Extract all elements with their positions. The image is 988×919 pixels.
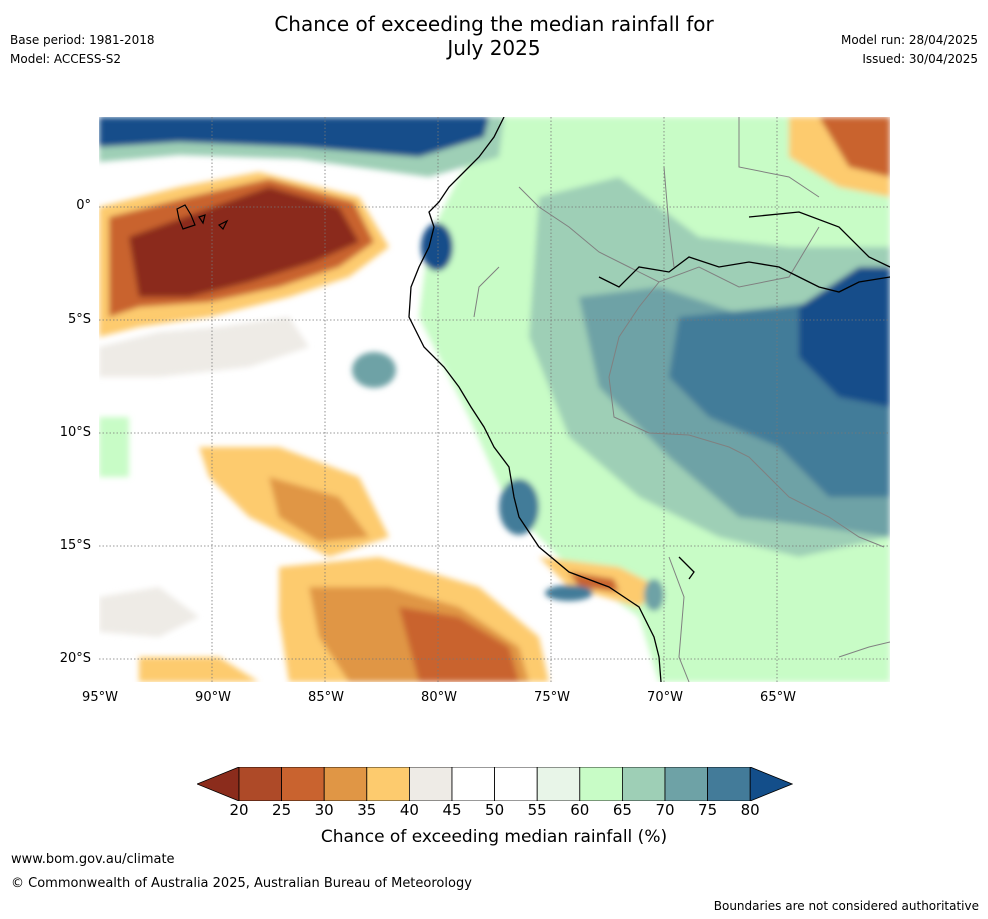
legend-tick-label: 25 — [272, 801, 292, 819]
neutral-patch-1 — [99, 317, 309, 377]
border-venezuela — [738, 117, 820, 198]
lon-label-80w: 80°W — [421, 690, 457, 705]
title-line-2: July 2025 — [447, 36, 541, 60]
amazon-north — [748, 211, 890, 268]
border-north — [518, 186, 820, 288]
galapagos-san-cristobal — [217, 219, 229, 231]
issued-date: Issued: 30/04/2025 — [862, 52, 978, 66]
border-peru-brazil-bolivia — [608, 281, 885, 548]
probability-field — [99, 117, 890, 682]
country-borders — [473, 117, 890, 682]
south-ocean-dry-2-core — [399, 607, 519, 682]
neutral-patch-2 — [99, 587, 199, 637]
lon-label-70w: 70°W — [647, 690, 683, 705]
north-ocean-blue — [99, 117, 489, 157]
lon-label-65w: 65°W — [760, 690, 796, 705]
lon-label-75w: 75°W — [534, 690, 570, 705]
footer-disclaimer: Boundaries are not considered authoritat… — [713, 899, 979, 913]
lon-label-95w: 95°W — [82, 690, 118, 705]
legend-swatch — [238, 767, 282, 801]
legend-title: Chance of exceeding median rainfall (%) — [320, 827, 668, 847]
galapagos-santa-cruz — [198, 214, 206, 225]
model-run: Model run: 28/04/2025 — [840, 33, 978, 47]
lat-label-20s: 20°S — [59, 651, 91, 666]
legend-tick-label: 50 — [485, 801, 505, 819]
lon-label-90w: 90°W — [195, 690, 231, 705]
legend-tick-label: 55 — [527, 801, 547, 819]
map-svg — [99, 117, 890, 682]
legend-swatch — [707, 767, 751, 801]
graticule — [99, 117, 890, 682]
legend-swatch — [536, 767, 581, 801]
lat-label-0: 0° — [76, 198, 91, 213]
lat-label-5s: 5°S — [67, 312, 91, 327]
rainfall-map — [99, 117, 890, 682]
legend-swatch — [664, 767, 708, 801]
equatorial-dry-core — [129, 187, 359, 297]
galapagos-islands — [176, 204, 229, 231]
footer-copyright: © Commonwealth of Australia 2025, Austra… — [11, 876, 472, 891]
legend-swatch — [281, 767, 325, 801]
northeast-dry-core — [819, 117, 890, 177]
legend-swatch — [408, 767, 453, 801]
legend-tick-label: 75 — [698, 801, 718, 819]
border-south-east — [838, 641, 890, 658]
lat-label-10s: 10°S — [59, 425, 91, 440]
coastal-wet-spot-2 — [499, 479, 539, 535]
title-line-1: Chance of exceeding the median rainfall … — [274, 12, 714, 36]
legend-swatch — [451, 767, 495, 801]
legend-tick-label: 30 — [314, 801, 334, 819]
lon-label-85w: 85°W — [308, 690, 344, 705]
border-ecuador-peru — [473, 266, 500, 318]
lat-label-15s: 15°S — [59, 538, 91, 553]
south-ocean-dry-3 — [139, 657, 259, 682]
lake-titicaca — [678, 556, 695, 580]
ocean-wet-spot — [352, 352, 396, 388]
ocean-green-patch — [99, 417, 129, 477]
pacific-coastline — [408, 117, 662, 682]
galapagos-isabela — [176, 204, 196, 230]
legend-colorbar — [197, 767, 793, 801]
legend-swatches — [197, 767, 793, 801]
legend-tick-label: 80 — [740, 801, 760, 819]
legend-swatch — [366, 767, 410, 801]
south-ocean-dry-1-inner — [269, 477, 369, 542]
coastline — [408, 117, 890, 682]
amazon-river — [598, 256, 890, 293]
legend-swatch — [323, 767, 368, 801]
legend-tick-label: 65 — [612, 801, 632, 819]
border-colombia-brazil — [663, 166, 675, 268]
legend-tick-label: 70 — [655, 801, 675, 819]
legend-arrow-low — [197, 767, 240, 801]
legend-swatch — [621, 767, 666, 801]
legend-tick-label: 40 — [399, 801, 419, 819]
legend-tick-label: 60 — [570, 801, 590, 819]
zone-over-80 — [799, 267, 890, 407]
altiplano-wet-spot — [644, 579, 664, 611]
legend-tick-label: 45 — [442, 801, 462, 819]
legend-tick-label: 20 — [229, 801, 249, 819]
legend-arrow-high — [749, 767, 793, 801]
base-period: Base period: 1981-2018 — [10, 33, 155, 47]
model-name: Model: ACCESS-S2 — [10, 52, 122, 66]
map-title: Chance of exceeding the median rainfall … — [194, 12, 794, 60]
legend-swatch — [579, 767, 623, 801]
legend-tick-label: 35 — [357, 801, 377, 819]
andes-wet-spot — [545, 585, 593, 601]
coastal-wet-spot — [421, 223, 453, 271]
footer-url: www.bom.gov.au/climate — [11, 852, 175, 867]
border-bolivia-chile — [668, 556, 690, 682]
legend-swatch — [494, 767, 538, 801]
